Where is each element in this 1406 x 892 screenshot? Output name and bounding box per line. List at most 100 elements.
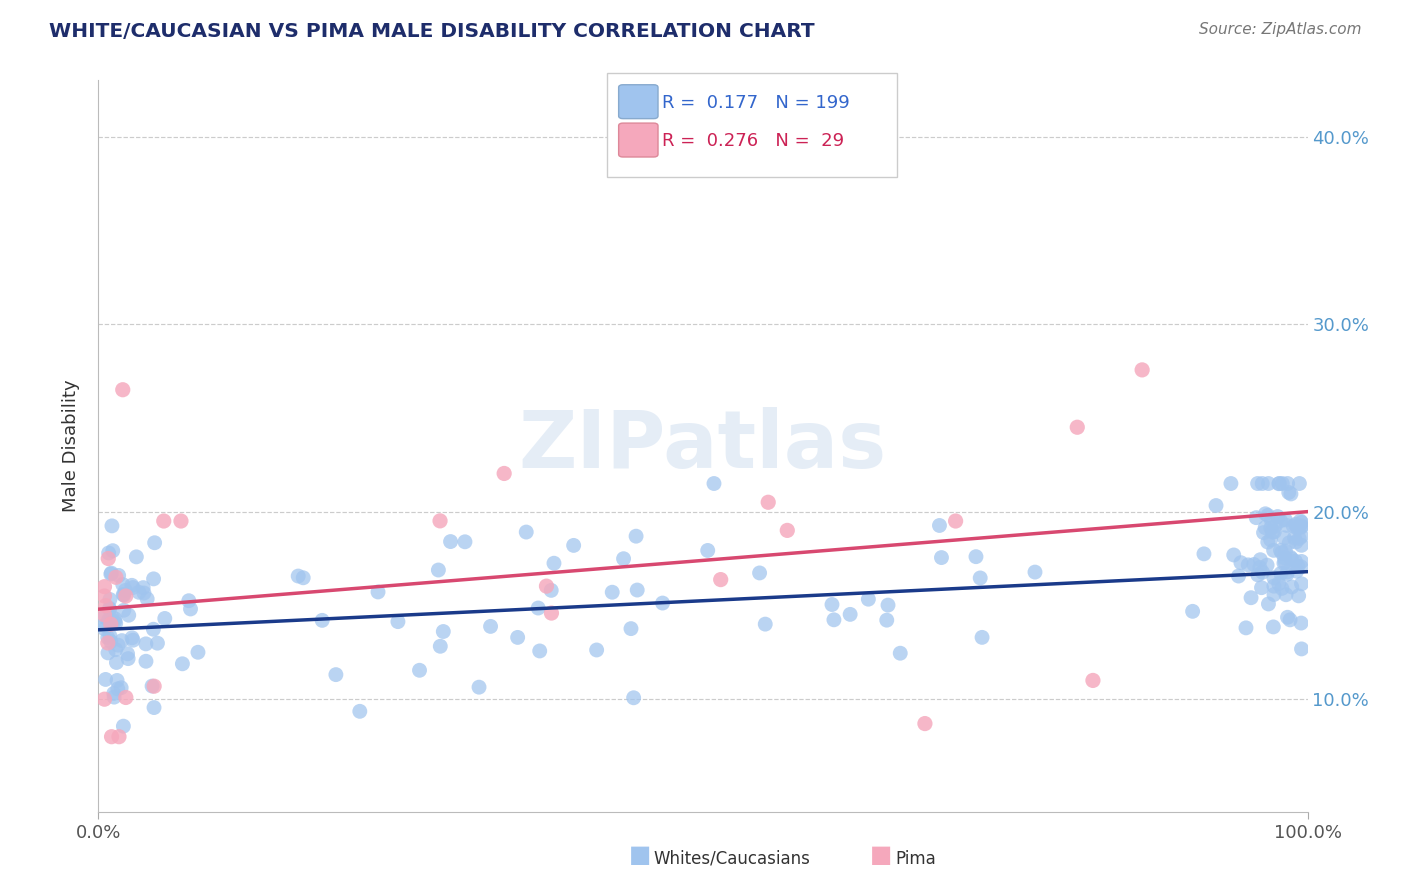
Point — [1270, 543, 1292, 558]
Point — [100, 609, 122, 624]
Point — [427, 563, 450, 577]
Text: Source: ZipAtlas.com: Source: ZipAtlas.com — [1198, 22, 1361, 37]
Point — [1267, 509, 1289, 524]
Point — [104, 570, 127, 584]
Point — [1264, 519, 1286, 533]
Y-axis label: Male Disability: Male Disability — [62, 380, 80, 512]
Point — [1279, 487, 1302, 501]
Point — [1240, 591, 1263, 605]
Point — [1284, 531, 1306, 545]
Point — [98, 601, 121, 615]
Point — [1260, 533, 1282, 547]
Point — [180, 602, 202, 616]
Point — [111, 633, 134, 648]
Point — [112, 588, 135, 602]
Point — [1271, 476, 1294, 491]
Point — [93, 589, 115, 603]
Point — [1227, 569, 1250, 583]
Text: ■: ■ — [628, 843, 651, 867]
Point — [1268, 476, 1291, 491]
Point — [104, 615, 127, 629]
Point — [105, 656, 128, 670]
Point — [1249, 560, 1271, 574]
Point — [1284, 554, 1306, 568]
Point — [1271, 582, 1294, 596]
Point — [1277, 610, 1299, 624]
Point — [877, 598, 900, 612]
Point — [970, 631, 993, 645]
Point — [122, 633, 145, 648]
Point — [349, 704, 371, 718]
Point — [1282, 519, 1305, 533]
Point — [117, 651, 139, 665]
Point — [479, 619, 502, 633]
Point — [1243, 558, 1265, 572]
Point — [112, 719, 135, 733]
Point — [101, 519, 124, 533]
Point — [105, 673, 128, 688]
Point — [1288, 520, 1310, 534]
Point — [172, 657, 194, 671]
Point — [311, 613, 333, 627]
Point — [1291, 538, 1313, 552]
Point — [1291, 641, 1313, 656]
Point — [1268, 476, 1291, 491]
Point — [1278, 485, 1301, 500]
Point — [1234, 621, 1257, 635]
Point — [506, 631, 529, 645]
Point — [1263, 620, 1285, 634]
Point — [1271, 546, 1294, 560]
Point — [515, 524, 537, 539]
Point — [97, 636, 120, 650]
Point — [1275, 518, 1298, 533]
Point — [187, 645, 209, 659]
Point — [1257, 535, 1279, 549]
Point — [623, 690, 645, 705]
Point — [1192, 547, 1215, 561]
Point — [624, 529, 647, 543]
Point — [121, 631, 143, 645]
Point — [1246, 476, 1268, 491]
Point — [703, 476, 725, 491]
Point — [1081, 673, 1104, 688]
Point — [287, 569, 309, 583]
Point — [112, 588, 135, 602]
Point — [325, 667, 347, 681]
Point — [100, 617, 122, 632]
Point — [1263, 524, 1285, 539]
Point — [1261, 524, 1284, 539]
Point — [1254, 507, 1277, 521]
Point — [97, 551, 120, 566]
Point — [1263, 543, 1285, 558]
Point — [110, 681, 132, 695]
Point — [540, 583, 562, 598]
Point — [1230, 556, 1253, 570]
Point — [1291, 529, 1313, 543]
Point — [1066, 420, 1088, 434]
Point — [1263, 571, 1285, 585]
Point — [93, 580, 115, 594]
Point — [562, 538, 585, 552]
Point — [367, 585, 389, 599]
Point — [1275, 588, 1298, 602]
Point — [136, 591, 159, 606]
Point — [152, 514, 174, 528]
Text: WHITE/CAUCASIAN VS PIMA MALE DISABILITY CORRELATION CHART: WHITE/CAUCASIAN VS PIMA MALE DISABILITY … — [49, 22, 815, 41]
Point — [100, 730, 122, 744]
Point — [1250, 581, 1272, 595]
Point — [93, 607, 115, 622]
Point — [125, 549, 148, 564]
Point — [121, 581, 143, 595]
Point — [468, 680, 491, 694]
Point — [1275, 567, 1298, 582]
Point — [839, 607, 862, 622]
Point — [98, 629, 121, 643]
Point — [945, 514, 967, 528]
Point — [1277, 565, 1299, 579]
Point — [1249, 552, 1271, 566]
Point — [135, 637, 157, 651]
Point — [132, 586, 155, 600]
Point — [1274, 550, 1296, 565]
Point — [613, 551, 636, 566]
Point — [889, 646, 911, 660]
